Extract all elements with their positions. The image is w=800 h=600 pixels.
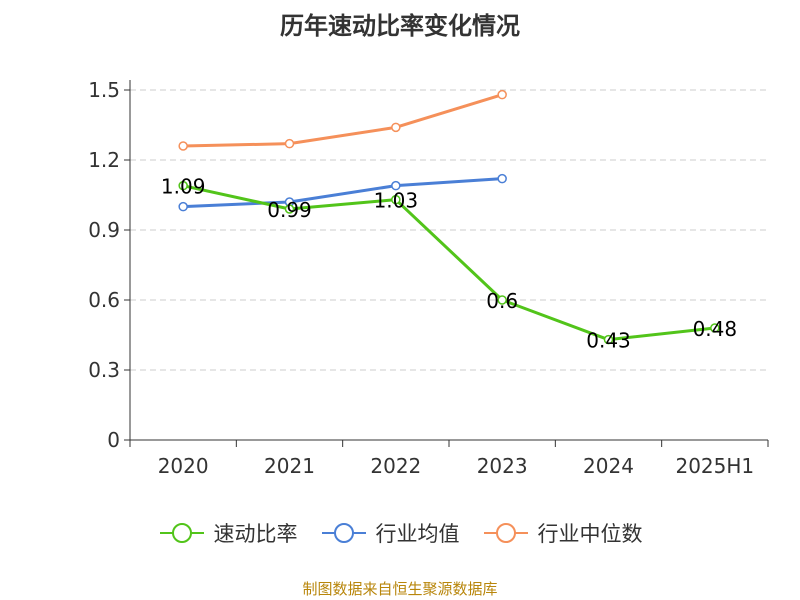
series-line (181, 93, 504, 148)
legend-label: 速动比率 (213, 522, 298, 546)
legend-item[interactable]: 速动比率 (158, 518, 298, 548)
series-line (181, 177, 504, 209)
data-point (284, 204, 295, 214)
x-tick-label: 2023 (477, 454, 528, 478)
data-label: 0.48 (693, 317, 738, 341)
chart-legend: 速动比率 行业均值 行业中位数 (0, 518, 800, 548)
data-point (284, 138, 295, 149)
legend-marker (333, 523, 354, 543)
data-point (391, 122, 401, 133)
y-tick-label: 0 (107, 428, 120, 452)
source-footer: 制图数据来自恒生聚源数据库 (302, 580, 498, 598)
legend-swatch-icon (159, 523, 204, 543)
x-tick-label: 2024 (583, 454, 634, 478)
series-line (181, 184, 717, 342)
y-tick-label: 0.3 (88, 358, 120, 382)
data-point (710, 323, 720, 333)
data-label: 1.09 (161, 175, 206, 199)
data-label: 0.99 (267, 198, 312, 222)
data-point (178, 141, 188, 151)
y-tick-label: 0.9 (88, 218, 120, 242)
data-point (391, 194, 401, 205)
data-point (497, 295, 507, 305)
x-tick-label: 2025H1 (675, 454, 754, 478)
data-point (497, 89, 507, 100)
data-label: 0.6 (486, 289, 518, 313)
legend-item[interactable]: 行业中位数 (482, 518, 643, 548)
legend-swatch-icon (483, 523, 528, 543)
y-tick-label: 1.5 (88, 78, 120, 102)
legend-swatch-icon (321, 523, 366, 543)
data-point (178, 201, 188, 212)
x-tick-label: 2020 (158, 454, 209, 478)
legend-label: 行业中位数 (537, 522, 643, 546)
legend-label: 行业均值 (375, 522, 460, 546)
x-tick-label: 2022 (370, 454, 421, 478)
data-point (178, 180, 188, 191)
y-tick-label: 1.2 (88, 148, 120, 172)
data-point (603, 334, 614, 345)
chart-title: 历年速动比率变化情况 (280, 12, 520, 40)
data-label: 0.43 (586, 329, 631, 353)
x-tick-label: 2021 (264, 454, 315, 478)
y-tick-label: 0.6 (88, 288, 120, 312)
legend-item[interactable]: 行业均值 (320, 518, 460, 548)
legend-marker (171, 523, 192, 543)
data-label: 1.03 (374, 189, 419, 213)
legend-marker (495, 523, 516, 543)
data-point (497, 173, 507, 184)
data-point (391, 180, 401, 191)
